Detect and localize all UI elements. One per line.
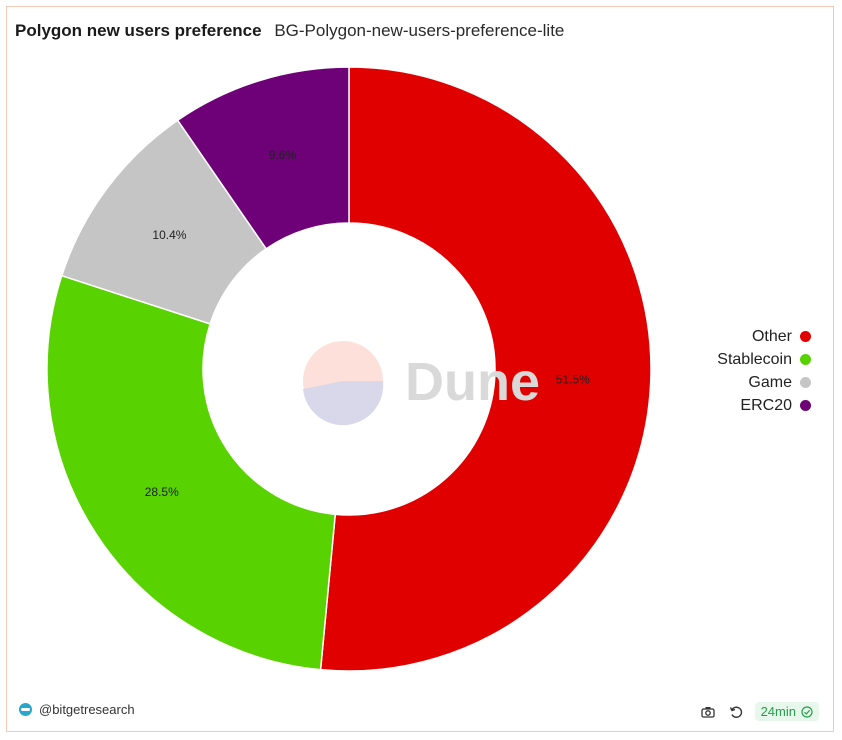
legend-dot xyxy=(800,354,811,365)
legend-dot xyxy=(800,377,811,388)
legend-label: Stablecoin xyxy=(717,350,792,368)
chart-header: Polygon new users preference BG-Polygon-… xyxy=(15,21,564,41)
legend-item-erc20[interactable]: ERC20 xyxy=(717,394,811,417)
chart-card: Polygon new users preference BG-Polygon-… xyxy=(6,6,834,732)
slice-stablecoin[interactable] xyxy=(46,274,337,671)
slice-label-erc20: 9.6% xyxy=(269,148,297,162)
slice-label-stablecoin: 28.5% xyxy=(145,485,179,499)
watermark-logo-lower xyxy=(303,381,384,426)
query-name[interactable]: BG-Polygon-new-users-preference-lite xyxy=(274,21,565,40)
dune-watermark: Dune xyxy=(303,341,540,426)
chart-title: Polygon new users preference xyxy=(15,21,262,40)
author-link[interactable]: @bitgetresearch xyxy=(19,702,135,717)
legend-dot xyxy=(800,400,811,411)
slices-group xyxy=(46,66,652,672)
legend-label: Other xyxy=(751,327,792,345)
check-circle-icon xyxy=(801,705,813,718)
legend-label: Game xyxy=(748,373,792,391)
camera-icon[interactable] xyxy=(699,703,717,721)
slice-label-other: 51.5% xyxy=(556,373,590,387)
legend-item-stablecoin[interactable]: Stablecoin xyxy=(717,348,811,371)
slice-labels-group: 51.5% 28.5% 10.4% 9.6% xyxy=(145,148,590,499)
avatar xyxy=(19,703,32,716)
donut-chart: Dune 51.5% 28.5% 10.4% 9.6% xyxy=(46,66,652,672)
slice-erc20[interactable] xyxy=(176,66,350,250)
slice-other[interactable] xyxy=(319,66,652,672)
refresh-age-badge[interactable]: 24min xyxy=(754,702,819,721)
slice-label-game: 10.4% xyxy=(152,228,186,242)
watermark-text: Dune xyxy=(405,352,540,412)
legend-label: ERC20 xyxy=(740,396,792,414)
legend-dot xyxy=(800,331,811,342)
refresh-icon[interactable] xyxy=(727,703,745,721)
legend-item-other[interactable]: Other xyxy=(717,325,811,348)
legend-item-game[interactable]: Game xyxy=(717,371,811,394)
refresh-age: 24min xyxy=(760,704,796,719)
footer-actions: 24min xyxy=(699,702,819,721)
author-name: @bitgetresearch xyxy=(39,702,135,717)
legend: Other Stablecoin Game ERC20 xyxy=(717,325,811,417)
